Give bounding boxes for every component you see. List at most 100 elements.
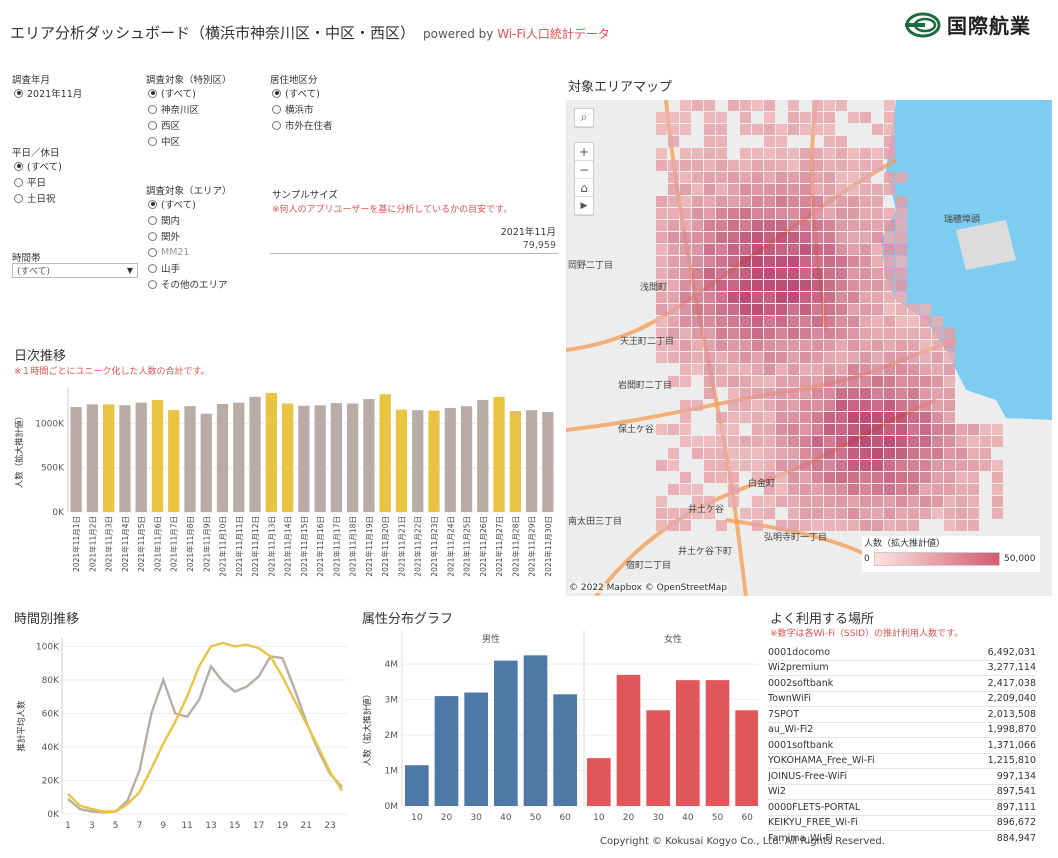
weekday-option[interactable]: 土日祝 <box>14 190 62 206</box>
radio-button[interactable] <box>148 136 157 146</box>
residence-option[interactable]: 市外在住者 <box>272 117 333 133</box>
radio-button[interactable] <box>14 161 23 171</box>
heat-cell <box>656 196 667 207</box>
heat-cell <box>716 424 727 435</box>
heat-cell <box>668 112 679 123</box>
weekday-option[interactable]: 平日 <box>14 174 62 190</box>
target-ward-option[interactable]: 西区 <box>148 117 199 133</box>
places-row[interactable]: 0001docomo 6,492,031 <box>768 645 1036 661</box>
daily-xtick: 2021年11月19日 <box>364 516 374 577</box>
places-row[interactable]: Wi2premium 3,277,114 <box>768 661 1036 676</box>
places-row[interactable]: 7SPOT 2,013,508 <box>768 707 1036 723</box>
heat-cell <box>884 280 895 291</box>
radio-button[interactable] <box>148 279 157 289</box>
search-icon[interactable]: ⌕ <box>575 109 593 127</box>
places-row[interactable]: KEIKYU_FREE_Wi-Fi 896,672 <box>768 816 1036 831</box>
heat-cell <box>896 328 907 339</box>
daily-xtick: 2021年11月6日 <box>152 516 162 572</box>
heat-cell <box>692 244 703 255</box>
residence-option[interactable]: (すべて) <box>272 85 333 101</box>
radio-button[interactable] <box>148 215 157 225</box>
radio-button[interactable] <box>272 104 281 114</box>
radio-button[interactable] <box>14 177 23 187</box>
radio-button[interactable] <box>148 231 157 241</box>
heat-cell <box>728 292 739 303</box>
radio-button[interactable] <box>148 104 157 114</box>
heat-cell <box>836 184 847 195</box>
places-row[interactable]: 0001softbank 1,371,066 <box>768 738 1036 754</box>
ssid-name: 0001softbank <box>768 739 834 751</box>
heat-cell <box>884 256 895 267</box>
heat-cell <box>836 316 847 327</box>
heat-cell <box>740 460 751 471</box>
heat-cell <box>908 508 919 519</box>
radio-button[interactable] <box>148 247 157 257</box>
heat-cell <box>776 256 787 267</box>
time-slot-select[interactable]: (すべて) ▼ <box>12 263 138 278</box>
heat-cell <box>860 388 871 399</box>
heat-cell <box>824 220 835 231</box>
heat-cell <box>884 460 895 471</box>
radio-button[interactable] <box>272 88 281 98</box>
heat-cell <box>704 292 715 303</box>
heat-cell <box>848 352 859 363</box>
radio-button[interactable] <box>14 88 23 98</box>
target-ward-option[interactable]: 神奈川区 <box>148 101 199 117</box>
heat-cell <box>848 172 859 183</box>
daily-xtick: 2021年11月9日 <box>201 516 211 572</box>
weekday-option[interactable]: (すべて) <box>14 158 62 174</box>
places-row[interactable]: Famima_Wi-Fi 884,947 <box>768 831 1036 843</box>
places-row[interactable]: 0002softbank 2,417,038 <box>768 676 1036 692</box>
map-search-control[interactable]: ⌕ <box>574 108 594 128</box>
places-row[interactable]: YOKOHAMA_Free_Wi-Fi 1,215,810 <box>768 754 1036 769</box>
zoom-in-button[interactable]: + <box>575 143 593 161</box>
target-area-option[interactable]: その他のエリア <box>148 276 228 292</box>
target-area-option[interactable]: 山手 <box>148 260 228 276</box>
heat-cell <box>824 436 835 447</box>
radio-button[interactable] <box>148 263 157 273</box>
target-area-option[interactable]: (すべて) <box>148 196 228 212</box>
heat-cell <box>980 436 991 447</box>
play-icon[interactable]: ▶ <box>575 197 593 215</box>
target-area-option[interactable]: 関外 <box>148 228 228 244</box>
target-ward-option[interactable]: (すべて) <box>148 85 199 101</box>
residence-option[interactable]: 横浜市 <box>272 101 333 117</box>
company-logo: 国際航業 <box>905 10 1031 39</box>
heat-cell <box>728 340 739 351</box>
heat-cell <box>704 172 715 183</box>
places-row[interactable]: JOINUS-Free-WiFi 997,134 <box>768 769 1036 785</box>
year-month-options: 2021年11月 <box>14 85 82 101</box>
heat-cell <box>800 316 811 327</box>
year-month-option[interactable]: 2021年11月 <box>14 85 82 101</box>
radio-button[interactable] <box>148 88 157 98</box>
target-area-option[interactable]: MM21 <box>148 244 228 260</box>
target-area-option[interactable]: 関内 <box>148 212 228 228</box>
places-row[interactable]: TownWiFi 2,209,040 <box>768 692 1036 707</box>
heat-cell <box>716 232 727 243</box>
places-row[interactable]: Wi2 897,541 <box>768 785 1036 800</box>
heat-cell <box>716 172 727 183</box>
radio-button[interactable] <box>14 193 23 203</box>
target-ward-option[interactable]: 中区 <box>148 133 199 149</box>
home-icon[interactable]: ⌂ <box>575 179 593 197</box>
heat-cell <box>728 400 739 411</box>
heat-cell <box>800 388 811 399</box>
heat-cell <box>752 328 763 339</box>
radio-button[interactable] <box>148 120 157 130</box>
heat-cell <box>884 388 895 399</box>
heat-cell <box>764 112 775 123</box>
heat-cell <box>896 304 907 315</box>
places-row[interactable]: 0000FLETS-PORTAL 897,111 <box>768 800 1036 816</box>
attribute-bar <box>553 694 577 806</box>
radio-button[interactable] <box>148 199 157 209</box>
zoom-out-button[interactable]: − <box>575 161 593 179</box>
heat-cell <box>740 220 751 231</box>
radio-button[interactable] <box>272 120 281 130</box>
heat-cell <box>704 436 715 447</box>
places-row[interactable]: au_Wi-Fi2 1,998,870 <box>768 723 1036 738</box>
area-map[interactable]: 瑞穂埠頭 岡野二丁目 浅間町 天王町二丁目 岩間町二丁目 保土ケ谷 南太田三丁目 井土ケ谷 井土… <box>566 100 1052 596</box>
attribute-bar <box>587 758 611 806</box>
heat-cell <box>704 148 715 159</box>
heat-cell <box>788 412 799 423</box>
